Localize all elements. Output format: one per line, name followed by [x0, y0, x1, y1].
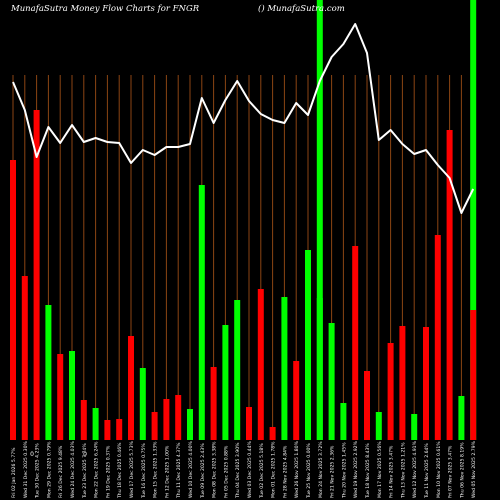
bar: [246, 407, 252, 440]
x-tick-label: Thu 04 Dec 2025 3.90%: [235, 442, 241, 499]
bar: [92, 408, 99, 440]
highlight-column: [316, 0, 323, 440]
bar: [305, 250, 311, 440]
footer-label: 0: [30, 451, 34, 458]
bar: [458, 396, 465, 440]
x-tick-label: Tue 11 Nov 2025 2.64%: [424, 443, 430, 499]
bar: [139, 368, 146, 440]
highlight-columns: [316, 0, 477, 440]
bar: [33, 110, 40, 440]
x-tick-label: Wed 05 Nov 2025 2.79%: [471, 440, 477, 498]
bar: [281, 297, 288, 440]
x-tick-label: Mon 01 Dec 2025 1.78%: [271, 441, 277, 498]
bar: [210, 367, 217, 440]
bar: [328, 323, 335, 440]
bar: [375, 412, 382, 440]
x-tick-label: Thu 20 Nov 2025 1.45%: [341, 442, 347, 499]
x-tick-label: Thu 11 Dec 2025 4.37%: [176, 442, 182, 499]
bar: [10, 160, 16, 440]
chart-title: MunafaSutra Money Flow Charts for FNGR: [11, 4, 200, 14]
bar: [45, 305, 52, 440]
bar: [175, 395, 182, 440]
x-tick-label: Fri 07 Nov 2025 3.47%: [448, 445, 454, 498]
x-tick-labels: Fri 02 Jan 2026 5.77% Wed 31 Dec 2025 0.3…: [11, 440, 477, 499]
x-tick-label: Mon 08 Dec 2025 3.38%: [212, 441, 218, 498]
x-tick-label: Fri 26 Dec 2025 9.48%: [58, 445, 64, 498]
footer-label: 0: [83, 451, 87, 458]
x-tick-label: Tue 25 Nov 2025 0.00%: [306, 443, 312, 499]
x-tick-label: Wed 12 Nov 2025 4.91%: [412, 440, 418, 498]
x-tick-label: Tue 23 Dec 2025 7.74%: [82, 443, 88, 499]
x-tick-label: Mon 24 Nov 2025 3.72%: [318, 441, 324, 498]
bar: [387, 343, 394, 440]
x-tick-label: Wed 19 Nov 2025 2.92%: [353, 440, 359, 498]
x-tick-label: Fri 14 Nov 2025 3.47%: [389, 445, 395, 498]
bar: [57, 354, 64, 440]
x-tick-label: Tue 30 Dec 2025 4.23%: [35, 443, 41, 499]
bar: [316, 298, 323, 440]
money-flow-series-line: [12, 23, 475, 214]
bar: [104, 420, 111, 440]
bar: [69, 351, 75, 440]
bar: [269, 427, 276, 440]
x-tick-label: Wed 26 Nov 2025 1.80%: [294, 440, 300, 498]
bar: [151, 412, 158, 440]
bar: [434, 235, 441, 440]
highlight-column: [470, 0, 477, 440]
bar: [293, 361, 300, 440]
x-tick-label: Wed 31 Dec 2025 0.30%: [23, 440, 29, 498]
bar: [80, 400, 87, 440]
bar: [198, 185, 205, 440]
x-tick-label: Mon 17 Nov 2025 0.56%: [377, 441, 383, 498]
x-tick-label: Mon 29 Dec 2025 0.79%: [46, 441, 52, 498]
x-tick-label: Mon 15 Dec 2025 1.33%: [153, 441, 159, 498]
bar: [411, 414, 418, 440]
x-tick-label: Wed 03 Dec 2025 0.44%: [247, 440, 253, 498]
x-tick-label: Tue 18 Nov 2025 8.43%: [365, 443, 371, 499]
x-tick-label: Mon 22 Dec 2025 6.24%: [94, 441, 100, 498]
bar: [446, 130, 453, 440]
bars: [10, 110, 477, 440]
bar: [222, 325, 229, 440]
x-tick-label: Mon 10 Nov 2025 0.61%: [436, 441, 442, 498]
bar: [163, 399, 170, 440]
x-tick-label: Fri 05 Dec 2025 0.88%: [223, 445, 229, 498]
bar: [21, 276, 28, 440]
x-tick-label: Wed 24 Dec 2025 4.03%: [70, 440, 76, 498]
bar: [340, 403, 347, 440]
x-tick-label: Tue 16 Dec 2025 0.75%: [141, 443, 147, 499]
bar: [187, 409, 193, 440]
bar: [352, 246, 359, 440]
bar: [399, 326, 406, 440]
x-tick-label: Thu 18 Dec 2025 0.46%: [117, 442, 123, 499]
x-tick-label: Thu 13 Nov 2025 1.21%: [400, 442, 406, 499]
bar: [128, 336, 134, 440]
x-tick-label: Fri 28 Nov 2025 4.84%: [282, 445, 288, 498]
x-tick-label: Thu 06 Nov 2025 8.19%: [459, 442, 465, 499]
x-tick-label: Fri 12 Dec 2025 1.00%: [164, 445, 170, 498]
x-tick-label: Fri 02 Jan 2026 5.77%: [11, 447, 17, 498]
bar: [423, 327, 429, 440]
money-flow-line: [12, 23, 475, 214]
x-tick-label: Tue 09 Dec 2025 2.43%: [200, 443, 206, 499]
x-tick-label: Wed 17 Dec 2025 5.73%: [129, 440, 135, 498]
bar: [257, 289, 264, 440]
bar: [470, 310, 477, 440]
bar: [364, 371, 370, 440]
site-credit: () MunafaSutra.com: [258, 4, 345, 14]
x-tick-label: Tue 02 Dec 2025 5.18%: [259, 443, 265, 499]
bar: [234, 300, 241, 440]
x-tick-label: Fri 19 Dec 2025 0.37%: [105, 445, 111, 498]
x-tick-label: Wed 10 Dec 2025 4.00%: [188, 440, 194, 498]
bar: [116, 419, 123, 440]
x-tick-label: Fri 21 Nov 2025 2.36%: [330, 445, 336, 498]
